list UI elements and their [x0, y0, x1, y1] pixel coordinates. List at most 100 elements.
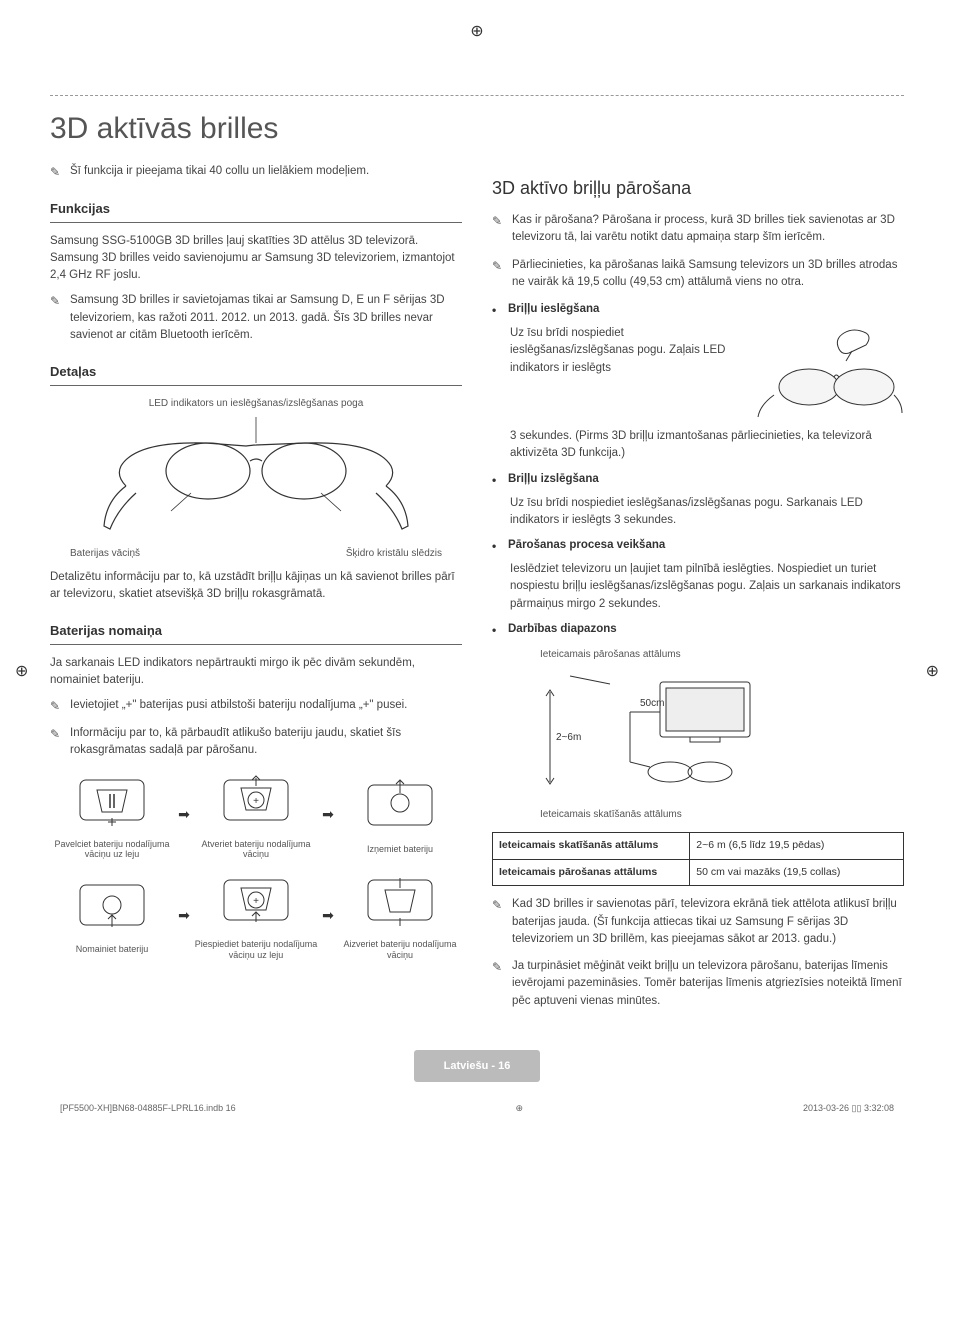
left-column: ✎ Šī funkcija ir pieejama tikai 40 collu…: [50, 163, 462, 1020]
table-row: Ieteicamais pārošanas attālums 50 cm vai…: [493, 859, 904, 886]
table-cell-value: 50 cm vai mazāks (19,5 collas): [690, 859, 904, 886]
functions-note: ✎ Samsung 3D brilles ir savietojamas tik…: [50, 292, 462, 344]
range-label: Darbības diapazons: [508, 621, 617, 639]
pairing-process-bullet: • Pārošanas procesa veikšana: [492, 537, 904, 555]
battery-step-4: Nomainiet bateriju: [50, 875, 174, 955]
lcd-switch-label: Šķidro kristālu slēdzis: [346, 546, 442, 561]
battery-step-5: + Piespiediet bateriju nodalījuma vāciņu…: [194, 870, 318, 961]
page-title: 3D aktīvās brilles: [50, 106, 904, 151]
bullet-dot: •: [492, 537, 500, 555]
battery-steps-row1: Pavelciet bateriju nodalījuma vāciņu uz …: [50, 770, 462, 861]
end-note1: ✎ Kad 3D brilles ir savienotas pārī, tel…: [492, 896, 904, 948]
bullet-dot: •: [492, 621, 500, 639]
range-bullet: • Darbības diapazons: [492, 621, 904, 639]
intro-note-text: Šī funkcija ir pieejama tikai 40 collu u…: [70, 163, 369, 181]
pairing-note1-text: Kas ir pārošana? Pārošana ir process, ku…: [512, 212, 904, 247]
end-note1-text: Kad 3D brilles ir savienotas pārī, telev…: [512, 896, 904, 948]
note-icon: ✎: [50, 163, 64, 181]
meta-right: 2013-03-26 ▯▯ 3:32:08: [803, 1102, 894, 1116]
battery-body: Ja sarkanais LED indikators nepārtraukti…: [50, 655, 462, 690]
dashed-divider: [50, 95, 904, 96]
battery-step-1-caption: Pavelciet bateriju nodalījuma vāciņu uz …: [50, 839, 174, 861]
note-icon: ✎: [50, 697, 64, 715]
battery-step-2-caption: Atveriet bateriju nodalījuma vāciņu: [194, 839, 318, 861]
glasses-off-body: Uz īsu brīdi nospiediet ieslēgšanas/izsl…: [510, 495, 904, 530]
page-footer: Latviešu - 16: [50, 1050, 904, 1083]
right-column: 3D aktīvo briļļu pārošana ✎ Kas ir pāroš…: [492, 163, 904, 1020]
table-cell-label: Ieteicamais pārošanas attālums: [493, 859, 690, 886]
glasses-off-bullet: • Briļļu izslēgšana: [492, 471, 904, 489]
glasses-on-bullet: • Briļļu ieslēgšana: [492, 301, 904, 319]
pairing-note2: ✎ Pārliecinieties, ka pārošanas laikā Sa…: [492, 257, 904, 292]
page-badge: Latviešu - 16: [414, 1050, 541, 1083]
details-heading: Detaļas: [50, 362, 462, 386]
range-svg: 50cm 2~6m: [510, 662, 770, 802]
glasses-on-label: Briļļu ieslēgšana: [508, 301, 599, 319]
battery-steps-row2: Nomainiet bateriju ➡ + Piespiediet bater…: [50, 870, 462, 961]
meta-left: [PF5500-XH]BN68-04885F-LPRL16.indb 16: [60, 1102, 236, 1116]
note-icon: ✎: [492, 958, 506, 1010]
meta-row: [PF5500-XH]BN68-04885F-LPRL16.indb 16 ⊕ …: [50, 1102, 904, 1116]
note-icon: ✎: [50, 725, 64, 760]
registration-mark-right: ⊕: [926, 660, 939, 684]
functions-heading: Funkcijas: [50, 199, 462, 223]
battery-step-3-caption: Izņemiet bateriju: [338, 844, 462, 855]
bullet-dot: •: [492, 471, 500, 489]
end-note2: ✎ Ja turpināsiet mēģināt veikt briļļu un…: [492, 958, 904, 1010]
battery-step-2: + Atveriet bateriju nodalījuma vāciņu: [194, 770, 318, 861]
functions-note-text: Samsung 3D brilles ir savietojamas tikai…: [70, 292, 462, 344]
note-icon: ✎: [50, 292, 64, 344]
battery-note1-text: Ievietojiet „+" baterijas pusi atbilstoš…: [70, 697, 407, 715]
range-diagram: Ieteicamais pārošanas attālums 50cm: [510, 647, 904, 822]
note-icon: ✎: [492, 896, 506, 948]
table-cell-label: Ieteicamais skatīšanās attālums: [493, 832, 690, 859]
glasses-on-body2: 3 sekundes. (Pirms 3D briļļu izmantošana…: [510, 428, 904, 463]
end-note2-text: Ja turpināsiet mēģināt veikt briļļu un t…: [512, 958, 904, 1010]
distance-table: Ieteicamais skatīšanās attālums 2~6 m (6…: [492, 832, 904, 887]
note-icon: ✎: [492, 212, 506, 247]
battery-step-4-caption: Nomainiet bateriju: [50, 944, 174, 955]
svg-text:+: +: [253, 896, 259, 907]
range-view-caption: Ieteicamais skatīšanās attālums: [540, 807, 904, 822]
battery-step-6: Aizveriet bateriju nodalījuma vāciņu: [338, 870, 462, 961]
table-cell-value: 2~6 m (6,5 līdz 19,5 pēdas): [690, 832, 904, 859]
battery-step-3: Izņemiet bateriju: [338, 775, 462, 855]
registration-mark-left: ⊕: [15, 660, 28, 684]
pairing-note1: ✎ Kas ir pārošana? Pārošana ir process, …: [492, 212, 904, 247]
led-label: LED indikators un ieslēgšanas/izslēgšana…: [50, 396, 462, 411]
pairing-process-body: Ieslēdziet televizoru un ļaujiet tam pil…: [510, 561, 904, 613]
range-pair-caption: Ieteicamais pārošanas attālums: [540, 647, 904, 662]
arrow-icon: ➡: [322, 804, 334, 825]
glasses-diagram: LED indikators un ieslēgšanas/izslēgšana…: [50, 396, 462, 561]
battery-cover-label: Baterijas vāciņš: [70, 546, 140, 561]
battery-note2: ✎ Informāciju par to, kā pārbaudīt atlik…: [50, 725, 462, 760]
content-columns: ✎ Šī funkcija ir pieejama tikai 40 collu…: [50, 163, 904, 1020]
glasses-on-row: Uz īsu brīdi nospiediet ieslēgšanas/izsl…: [510, 325, 904, 420]
range-50cm-text: 50cm: [640, 698, 664, 709]
battery-note1: ✎ Ievietojiet „+" baterijas pusi atbilst…: [50, 697, 462, 715]
intro-note: ✎ Šī funkcija ir pieejama tikai 40 collu…: [50, 163, 462, 181]
svg-text:2~6m: 2~6m: [556, 732, 581, 743]
battery-step-5-caption: Piespiediet bateriju nodalījuma vāciņu u…: [194, 939, 318, 961]
battery-step-1: Pavelciet bateriju nodalījuma vāciņu uz …: [50, 770, 174, 861]
pairing-note2-text: Pārliecinieties, ka pārošanas laikā Sams…: [512, 257, 904, 292]
battery-note2-text: Informāciju par to, kā pārbaudīt atlikuš…: [70, 725, 462, 760]
registration-mark-bottom: ⊕: [516, 1102, 524, 1116]
battery-heading: Baterijas nomaiņa: [50, 621, 462, 645]
arrow-icon: ➡: [322, 905, 334, 926]
glasses-press-svg: [754, 325, 904, 420]
pairing-heading: 3D aktīvo briļļu pārošana: [492, 175, 904, 202]
glasses-on-body1: Uz īsu brīdi nospiediet ieslēgšanas/izsl…: [510, 325, 744, 377]
functions-body: Samsung SSG-5100GB 3D brilles ļauj skatī…: [50, 233, 462, 285]
arrow-icon: ➡: [178, 905, 190, 926]
arrow-icon: ➡: [178, 804, 190, 825]
pairing-process-label: Pārošanas procesa veikšana: [508, 537, 665, 555]
table-row: Ieteicamais skatīšanās attālums 2~6 m (6…: [493, 832, 904, 859]
battery-step-6-caption: Aizveriet bateriju nodalījuma vāciņu: [338, 939, 462, 961]
registration-mark-top: ⊕: [470, 20, 483, 44]
details-body: Detalizētu informāciju par to, kā uzstād…: [50, 569, 462, 604]
note-icon: ✎: [492, 257, 506, 292]
glasses-svg: [96, 411, 416, 541]
bullet-dot: •: [492, 301, 500, 319]
glasses-off-label: Briļļu izslēgšana: [508, 471, 599, 489]
